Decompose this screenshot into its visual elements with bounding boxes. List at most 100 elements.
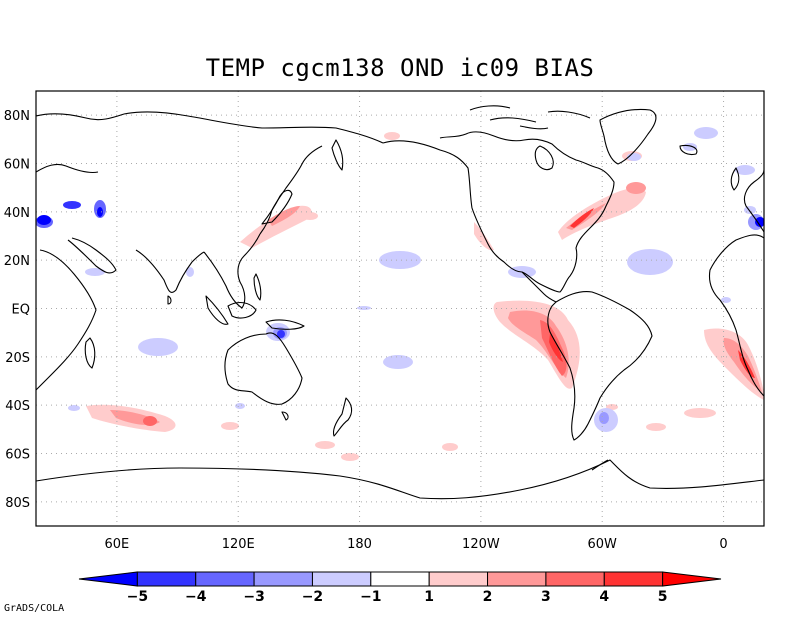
bias-cold-med-w-core [37,215,51,225]
colorbar-label: 2 [483,589,493,605]
latitude-labels: 80N 60N 40N 20N EQ 20S 40S 60S 80S [4,109,30,511]
bias-cold-africa-e [721,297,731,303]
coast-india [135,249,205,293]
bias-warm-namibia-core [738,350,755,378]
coast-iceland [679,144,698,156]
graticule [36,91,764,526]
bias-cold-arctic-2 [683,143,697,151]
colorbar-swatch [487,571,547,587]
colorbar-label: 4 [599,589,609,605]
coast-greenland [599,108,657,165]
bias-cold-indian [138,338,178,356]
bias-cold-natl-tropics [627,249,673,275]
coast-philippines [253,273,262,301]
bias-warm-gulfstream-core [570,208,594,228]
coast-antarctic-peninsula [591,459,609,471]
bias-cold-eq-pac [357,306,371,310]
lat-label: 80S [5,496,30,511]
map-title: TEMP cgcm138 OND ic09 BIAS [205,54,595,82]
bias-cold-aus-w [235,403,245,409]
coast-sri-lanka [167,295,172,305]
longitude-labels: 60E 120E 180 120W 60W 0 [105,537,728,552]
bias-cold-arabian [85,268,105,276]
coast-antarctica [36,459,764,500]
bias-warm-s-indian-core [143,416,157,426]
coast-se-asia [203,233,261,309]
bias-cold-patagonia-core [599,412,609,424]
coast-borneo [227,301,257,319]
colorbar-label: −5 [127,589,148,605]
colorbar-swatch [136,571,197,587]
colorbar-swatch [603,571,664,587]
coastlines [36,105,764,500]
bias-warm-so-8 [302,212,318,220]
coast-sumatra [205,295,229,325]
bias-cold-coral-sea-core [277,330,285,338]
coast-hudson-bay [534,145,554,171]
lat-label: 20N [4,254,30,269]
coast-new-zealand [332,397,353,437]
bias-cold-blacksea [63,201,81,209]
coast-japan [261,189,293,225]
coast-madagascar [84,337,96,369]
bias-warm-so-6 [684,408,716,418]
coast-china-korea [259,145,323,235]
colorbar-label: −3 [243,589,264,605]
bias-cold-caspian-core [97,207,103,217]
coast-new-guinea [265,319,305,330]
coast-central-america [521,271,557,303]
coast-south-america [547,291,653,441]
bias-warm-so-2 [315,441,335,449]
colorbar-label: 1 [424,589,434,605]
bias-warm-namibia-outer [704,328,764,400]
bias-warm-peru-core [549,334,563,362]
grads-credit: GrADS/COLA [4,603,65,614]
bias-cold-med-e-core [755,217,764,227]
lon-label: 60E [105,537,130,552]
colorbar-label: −4 [185,589,207,605]
bias-cold-scs [186,267,194,277]
colorbar-swatch [370,571,430,587]
bias-warm-so-5 [646,423,666,431]
coast-africa [708,234,764,397]
lat-label: 40N [4,206,30,221]
bias-warm-natl-patch [626,182,646,194]
colorbar: −5 −4 −3 −2 −1 1 2 3 4 5 [78,571,722,605]
bias-cold-north-sea [735,165,755,175]
coast-tasmania [281,411,289,421]
colorbar-arrow-low [78,571,138,587]
lon-label: 120E [222,537,255,552]
plot-frame [35,90,765,527]
colorbar-swatch [545,571,605,587]
bias-cold-baltic [744,206,756,214]
lat-label: EQ [12,303,30,318]
lat-label: 60N [4,158,30,173]
bias-cold-labrador [694,127,718,139]
coast-north-america [382,131,615,293]
bias-fields [36,127,764,461]
bias-warm-kuroshio-core [268,206,300,226]
coast-arabia [67,237,117,274]
lon-label: 180 [347,537,372,552]
bias-warm-so-1 [221,422,239,430]
lat-label: 60S [5,448,30,463]
coast-australia [224,332,303,405]
lon-label: 0 [719,537,727,552]
coast-uk [730,167,740,191]
colorbar-label: −1 [360,589,381,605]
colorbar-label: −2 [302,589,323,605]
bias-cold-spac [383,355,413,369]
colorbar-swatch [428,571,489,587]
colorbar-arrow-high [662,571,722,587]
coast-kamchatka [331,139,344,171]
lat-label: 20S [5,351,30,366]
colorbar-label: 5 [658,589,668,605]
lon-label: 120W [462,537,500,552]
colorbar-swatch [253,571,313,587]
bias-warm-bering [384,132,400,140]
colorbar-swatch [311,571,372,587]
coast-europe [743,169,764,233]
coast-africa-east [36,249,97,391]
lat-label: 40S [5,399,30,414]
